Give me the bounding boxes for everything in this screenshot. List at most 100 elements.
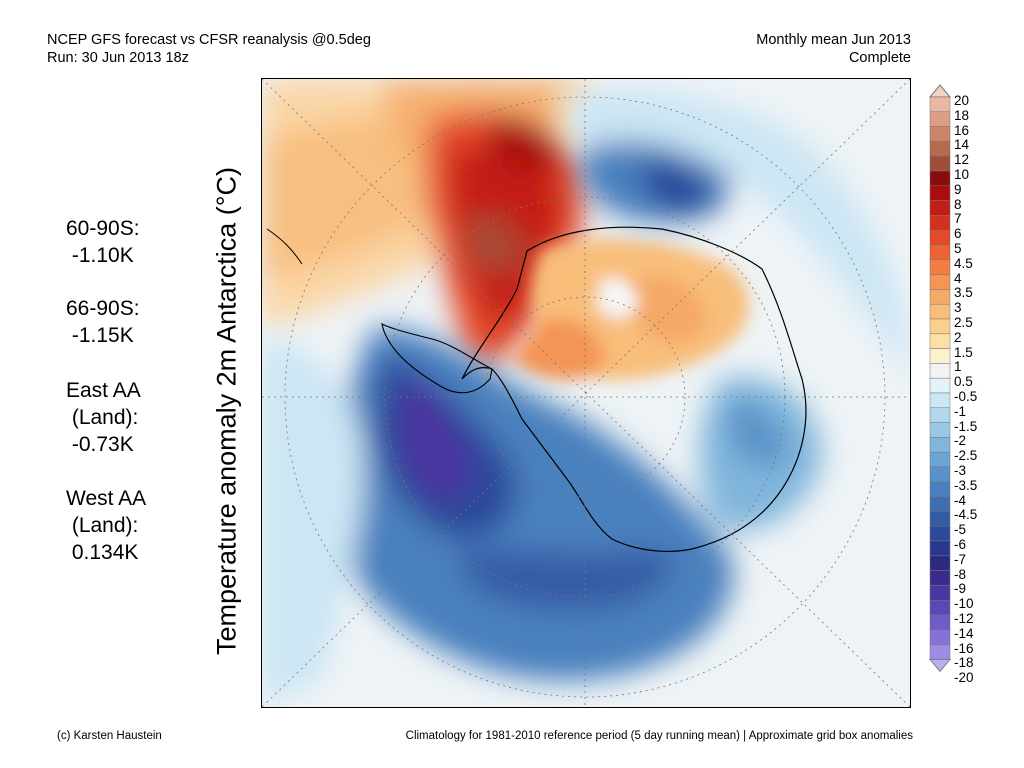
colorbar-swatch (929, 333, 951, 349)
colorbar-swatch (929, 155, 951, 172)
antarctic-peninsula (381, 323, 493, 394)
colorbar (929, 84, 951, 673)
period-status: Complete (848, 50, 911, 66)
colorbar-tick-label: 0.5 (954, 374, 973, 390)
map-title: Temperature anomaly 2m Antarctica (°C) (211, 167, 242, 655)
colorbar-tick-label: 5 (954, 241, 962, 256)
colorbar-tick-label: -7 (954, 551, 967, 567)
colorbar-tick-label: -3 (954, 463, 967, 478)
colorbar-swatch (929, 585, 951, 601)
colorbar-tick-label: -6 (954, 537, 967, 552)
colorbar-swatch (929, 599, 951, 616)
colorbar-tick-label: 9 (954, 181, 962, 197)
stat-east-aa: East AA (Land): -0.73K (66, 379, 141, 456)
colorbar-tick-label: -4 (954, 492, 967, 508)
colorbar-tick-label: -18 (954, 655, 974, 671)
colorbar-max-arrow (929, 84, 951, 98)
model-title: NCEP GFS forecast vs CFSR reanalysis @0.… (47, 32, 371, 48)
colorbar-swatch (929, 496, 951, 512)
colorbar-tick-label: -8 (954, 566, 967, 582)
colorbar-swatch (929, 407, 951, 423)
colorbar-tick-label: 4 (954, 270, 962, 286)
climatology-note: Climatology for 1981-2010 reference peri… (405, 730, 913, 742)
colorbar-swatch (929, 629, 951, 645)
stat-66-90s: 66-90S: -1.15K (66, 297, 140, 347)
colorbar-tick-label: 18 (954, 107, 970, 123)
run-time: Run: 30 Jun 2013 18z (47, 50, 189, 66)
colorbar-tick-label: -3.5 (954, 477, 978, 493)
colorbar-swatch (929, 555, 951, 571)
colorbar-swatch (929, 392, 951, 409)
colorbar-swatch (929, 348, 951, 364)
colorbar-swatch (929, 259, 951, 275)
colorbar-tick-label: 6 (954, 226, 962, 242)
map-canvas (262, 79, 910, 707)
colorbar-tick-label: 4.5 (954, 255, 973, 271)
colorbar-swatch (929, 437, 951, 453)
graticule (262, 79, 910, 707)
colorbar-tick-label: -10 (954, 596, 974, 612)
colorbar-swatch (929, 451, 951, 468)
colorbar-tick-label: 20 (954, 93, 970, 108)
colorbar-tick-label: 7 (954, 211, 962, 227)
stat-west-aa: West AA (Land): 0.134K (66, 487, 147, 564)
anomaly-map (261, 78, 911, 708)
colorbar-tick-label: -20 (954, 670, 974, 686)
colorbar-swatch (929, 126, 951, 142)
colorbar-swatch (929, 289, 951, 305)
colorbar-swatch (929, 215, 951, 231)
colorbar-tick-label: -14 (954, 625, 974, 641)
colorbar-tick-label: 12 (954, 152, 970, 168)
header-right: Monthly mean Jun 2013 Complete (756, 31, 911, 67)
colorbar-tick-label: 14 (954, 137, 970, 153)
colorbar-tick-label: -2.5 (954, 448, 978, 464)
colorbar-swatch (929, 274, 951, 290)
stat-60-90s: 60-90S: -1.10K (66, 217, 140, 267)
colorbar-tick-label: -0.5 (954, 389, 978, 404)
colorbar-tick-label: 1 (954, 359, 962, 375)
colorbar-tick-label: -16 (954, 640, 974, 656)
colorbar-swatch (929, 141, 951, 157)
colorbar-swatch (929, 466, 951, 483)
warm-anomaly-region (262, 79, 592, 364)
colorbar-tick-label: 2 (954, 329, 962, 345)
colorbar-tick-label: 10 (954, 167, 970, 182)
colorbar-swatch (929, 229, 951, 246)
colorbar-swatch (929, 644, 951, 660)
colorbar-swatch (929, 540, 951, 557)
colorbar-tick-label: 1.5 (954, 344, 973, 360)
colorbar-swatch (929, 96, 951, 113)
colorbar-swatch (929, 244, 951, 261)
colorbar-min-arrow (929, 658, 951, 673)
colorbar-tick-label: -1.5 (954, 418, 978, 434)
colorbar-swatch (929, 377, 951, 394)
colorbar-swatch (929, 318, 951, 335)
colorbar-tick-label: -12 (954, 611, 974, 626)
colorbar-swatch (929, 422, 951, 438)
colorbar-swatch (929, 200, 951, 216)
credit: (c) Karsten Haustein (57, 730, 162, 742)
colorbar-tick-label: 2.5 (954, 315, 973, 330)
colorbar-swatch (929, 570, 951, 586)
colorbar-tick-label: 3.5 (954, 285, 973, 301)
south-america-coast (266, 228, 303, 265)
colorbar-swatch (929, 525, 951, 542)
colorbar-tick-label: 16 (954, 122, 970, 138)
colorbar-swatch (929, 363, 951, 379)
colorbar-tick-label: 8 (954, 196, 962, 212)
colorbar-swatch (929, 111, 951, 127)
colorbar-swatch (929, 303, 951, 320)
colorbar-tick-label: -2 (954, 433, 967, 449)
colorbar-swatch (929, 511, 951, 527)
east-antarctica-warm (512, 238, 749, 380)
colorbar-swatch (929, 481, 951, 497)
colorbar-tick-label: -1 (954, 403, 967, 419)
colorbar-tick-label: -5 (954, 522, 967, 538)
colorbar-swatch (929, 185, 951, 201)
colorbar-swatch (929, 614, 951, 631)
header-left: NCEP GFS forecast vs CFSR reanalysis @0.… (47, 31, 371, 67)
colorbar-tick-label: -4.5 (954, 507, 978, 523)
colorbar-tick-label: -9 (954, 581, 967, 597)
period-title: Monthly mean Jun 2013 (756, 32, 911, 48)
antarctica-coastline (461, 226, 807, 552)
